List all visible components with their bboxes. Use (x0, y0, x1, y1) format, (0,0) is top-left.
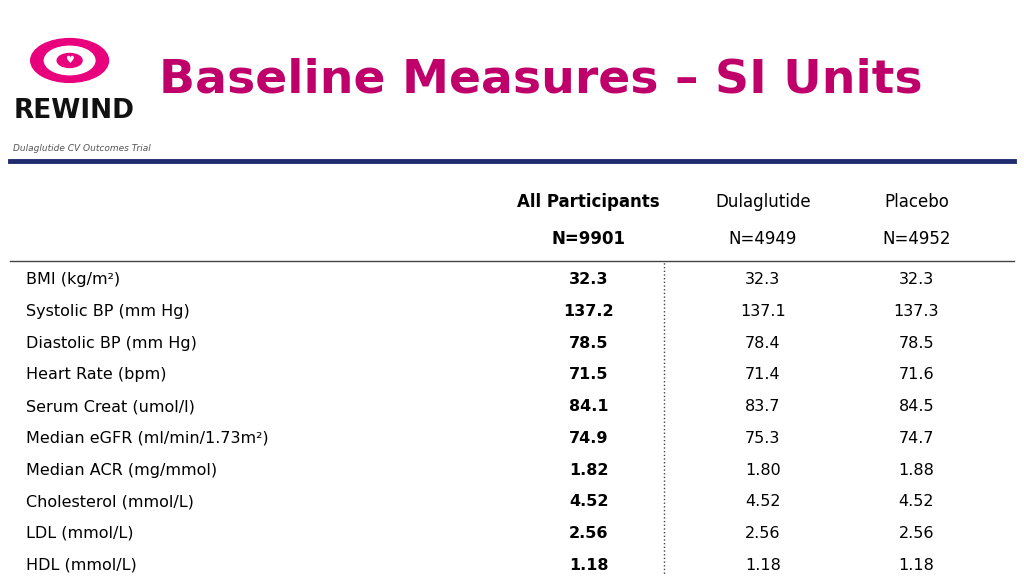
Text: 84.1: 84.1 (569, 399, 608, 414)
Text: 1.80: 1.80 (745, 463, 780, 478)
Text: 2.56: 2.56 (745, 526, 780, 541)
Text: 32.3: 32.3 (745, 272, 780, 287)
Circle shape (57, 54, 82, 67)
Text: 137.1: 137.1 (740, 304, 785, 319)
Text: 32.3: 32.3 (899, 272, 934, 287)
Text: BMI (kg/m²): BMI (kg/m²) (26, 272, 120, 287)
Text: 32.3: 32.3 (569, 272, 608, 287)
Text: N=4949: N=4949 (729, 230, 797, 248)
Text: 1.88: 1.88 (898, 463, 935, 478)
Text: LDL (mmol/L): LDL (mmol/L) (26, 526, 133, 541)
Circle shape (44, 46, 95, 75)
Text: Cholesterol (mmol/L): Cholesterol (mmol/L) (26, 494, 194, 509)
Text: 4.52: 4.52 (569, 494, 608, 509)
Text: 71.4: 71.4 (745, 367, 780, 382)
Text: 4.52: 4.52 (899, 494, 934, 509)
Text: 1.82: 1.82 (569, 463, 608, 478)
Text: Diastolic BP (mm Hg): Diastolic BP (mm Hg) (26, 336, 197, 351)
Text: Heart Rate (bpm): Heart Rate (bpm) (26, 367, 166, 382)
Text: 4.52: 4.52 (745, 494, 780, 509)
Text: Systolic BP (mm Hg): Systolic BP (mm Hg) (26, 304, 189, 319)
Text: Dulaglutide CV Outcomes Trial: Dulaglutide CV Outcomes Trial (13, 144, 152, 153)
Text: Placebo: Placebo (884, 192, 949, 211)
Text: Baseline Measures – SI Units: Baseline Measures – SI Units (159, 58, 923, 103)
Text: N=9901: N=9901 (552, 230, 626, 248)
Text: N=4952: N=4952 (883, 230, 950, 248)
Text: 1.18: 1.18 (744, 558, 781, 573)
Text: 83.7: 83.7 (745, 399, 780, 414)
Text: All Participants: All Participants (517, 192, 660, 211)
Text: 1.18: 1.18 (898, 558, 935, 573)
Text: Median ACR (mg/mmol): Median ACR (mg/mmol) (26, 463, 217, 478)
Text: 84.5: 84.5 (899, 399, 934, 414)
Text: 2.56: 2.56 (899, 526, 934, 541)
Text: 74.7: 74.7 (899, 431, 934, 446)
Text: ♥: ♥ (66, 55, 74, 66)
Text: 71.6: 71.6 (899, 367, 934, 382)
Text: 78.5: 78.5 (899, 336, 934, 351)
Text: Median eGFR (ml/min/1.73m²): Median eGFR (ml/min/1.73m²) (26, 431, 268, 446)
Text: Serum Creat (umol/l): Serum Creat (umol/l) (26, 399, 195, 414)
Text: Dulaglutide: Dulaglutide (715, 192, 811, 211)
Text: 137.3: 137.3 (894, 304, 939, 319)
Text: 78.5: 78.5 (569, 336, 608, 351)
Text: 78.4: 78.4 (745, 336, 780, 351)
Text: REWIND: REWIND (13, 98, 134, 124)
Text: 71.5: 71.5 (569, 367, 608, 382)
Text: HDL (mmol/L): HDL (mmol/L) (26, 558, 136, 573)
Text: 137.2: 137.2 (563, 304, 614, 319)
Text: 75.3: 75.3 (745, 431, 780, 446)
Text: 1.18: 1.18 (569, 558, 608, 573)
Text: 2.56: 2.56 (569, 526, 608, 541)
Circle shape (31, 39, 109, 82)
Text: 74.9: 74.9 (569, 431, 608, 446)
